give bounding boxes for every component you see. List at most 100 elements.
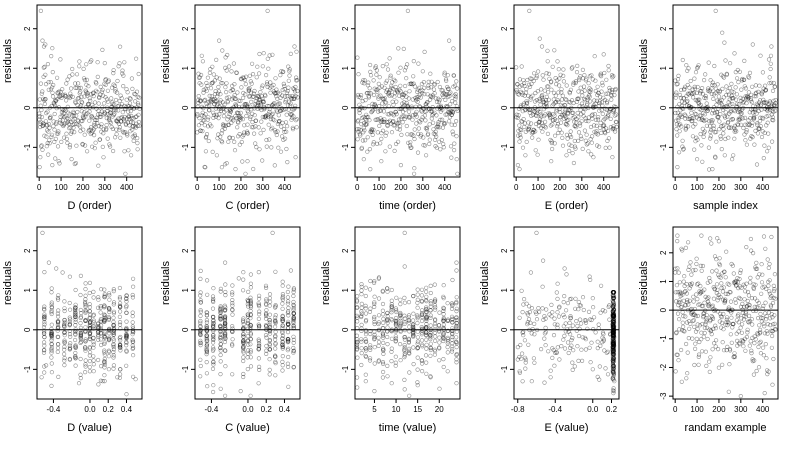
data-point	[607, 85, 612, 91]
data-point	[73, 354, 78, 359]
data-point	[742, 132, 747, 137]
data-point	[610, 293, 615, 298]
data-point	[267, 303, 272, 308]
data-point	[610, 309, 615, 314]
data-point	[293, 155, 298, 160]
data-point	[604, 100, 610, 106]
data-point	[107, 327, 112, 332]
data-point	[611, 370, 617, 376]
data-point	[528, 76, 533, 81]
x-tick-label: 0	[355, 183, 360, 192]
data-point	[437, 335, 442, 340]
data-point	[414, 114, 419, 119]
data-point	[611, 320, 616, 325]
data-point	[244, 102, 249, 107]
data-point	[67, 300, 72, 306]
data-point	[610, 126, 616, 131]
data-point	[441, 318, 446, 323]
data-point	[610, 312, 615, 317]
data-point	[211, 362, 216, 367]
data-point	[288, 111, 293, 117]
data-point	[384, 119, 389, 125]
data-point	[368, 343, 373, 348]
data-point	[102, 335, 107, 340]
data-point	[266, 66, 271, 71]
data-point	[276, 101, 281, 106]
data-point	[280, 313, 285, 319]
data-point	[111, 338, 116, 343]
data-point	[520, 109, 525, 114]
data-point	[371, 78, 376, 83]
data-point	[117, 127, 122, 132]
data-point	[559, 130, 564, 135]
x-tick-label: 300	[734, 183, 748, 192]
data-point	[102, 294, 107, 300]
data-point	[106, 291, 112, 296]
data-point	[757, 83, 762, 88]
data-point	[230, 83, 235, 88]
data-point	[245, 321, 251, 326]
data-point	[593, 117, 599, 122]
data-point	[41, 121, 46, 126]
data-point	[685, 98, 690, 103]
data-point	[441, 308, 446, 314]
data-point	[748, 248, 754, 253]
data-point	[610, 376, 615, 382]
data-point	[574, 328, 579, 333]
y-tick-label: 1	[23, 287, 32, 292]
data-point	[389, 302, 394, 307]
data-point	[287, 69, 292, 74]
data-point	[246, 351, 251, 356]
data-point	[549, 314, 554, 319]
data-point	[595, 117, 601, 122]
data-point	[736, 116, 741, 121]
data-point	[684, 93, 689, 98]
data-point	[743, 96, 749, 101]
data-point	[573, 123, 578, 129]
data-point	[123, 106, 128, 112]
data-point	[113, 89, 118, 94]
data-point	[205, 278, 210, 283]
data-point	[432, 282, 437, 287]
data-point	[260, 98, 266, 104]
data-point	[376, 109, 381, 114]
data-point	[374, 72, 379, 77]
data-point	[259, 85, 265, 90]
data-point	[278, 149, 284, 154]
data-point	[607, 108, 613, 113]
data-point	[424, 318, 429, 323]
data-point	[46, 80, 51, 85]
data-point	[204, 132, 210, 137]
data-point	[78, 321, 83, 326]
data-point	[291, 311, 297, 316]
data-point	[124, 328, 129, 333]
data-point	[286, 337, 291, 342]
data-point	[677, 102, 682, 107]
data-point	[118, 348, 123, 353]
data-point	[56, 308, 61, 313]
data-point	[38, 8, 44, 13]
data-point	[577, 317, 583, 322]
data-point	[438, 106, 443, 112]
data-point	[424, 307, 429, 312]
data-point	[437, 84, 443, 90]
data-point	[294, 49, 299, 54]
data-point	[451, 84, 456, 89]
data-point	[204, 333, 209, 338]
data-point	[75, 96, 80, 101]
data-point	[699, 117, 704, 122]
data-point	[55, 342, 61, 347]
data-point	[80, 118, 85, 124]
data-point	[102, 287, 107, 292]
data-point	[216, 84, 221, 90]
data-point	[751, 372, 757, 377]
data-point	[524, 139, 529, 144]
data-point	[100, 379, 105, 384]
data-point	[359, 309, 364, 314]
data-point	[91, 93, 96, 99]
data-point	[117, 285, 122, 291]
data-point	[87, 346, 93, 351]
data-point	[239, 104, 245, 109]
data-point	[613, 104, 618, 110]
